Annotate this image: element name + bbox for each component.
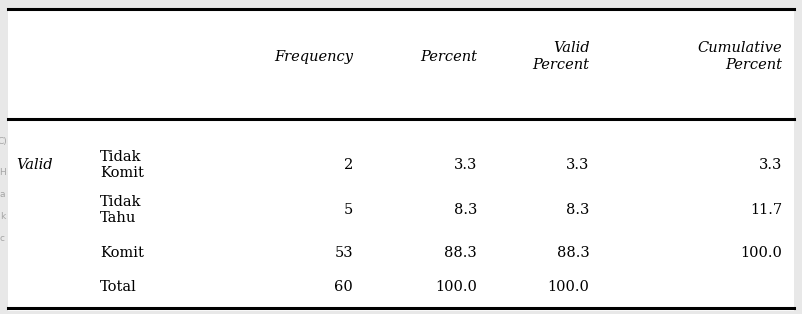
Text: Total: Total	[100, 280, 137, 294]
Text: 100.0: 100.0	[435, 280, 477, 294]
Text: Tidak
Tahu: Tidak Tahu	[100, 195, 142, 225]
Text: 8.3: 8.3	[566, 203, 589, 217]
Text: Frequency: Frequency	[273, 50, 353, 63]
Text: 100.0: 100.0	[548, 280, 589, 294]
Text: Valid: Valid	[16, 158, 53, 172]
Text: c: c	[0, 234, 5, 243]
Text: Tidak
Komit: Tidak Komit	[100, 150, 144, 180]
Text: 3.3: 3.3	[454, 158, 477, 172]
Text: H: H	[0, 168, 6, 177]
Text: 8.3: 8.3	[454, 203, 477, 217]
Text: 3.3: 3.3	[566, 158, 589, 172]
Text: 88.3: 88.3	[444, 246, 477, 260]
FancyBboxPatch shape	[8, 9, 794, 311]
Text: 5: 5	[343, 203, 353, 217]
Text: a: a	[0, 190, 5, 199]
Text: Cumulative
Percent: Cumulative Percent	[697, 41, 782, 72]
Text: 88.3: 88.3	[557, 246, 589, 260]
Text: k: k	[0, 212, 5, 221]
Text: 3.3: 3.3	[759, 158, 782, 172]
Text: 2: 2	[343, 158, 353, 172]
Text: 11.7: 11.7	[750, 203, 782, 217]
Text: 53: 53	[334, 246, 353, 260]
Text: 100.0: 100.0	[740, 246, 782, 260]
Text: Percent: Percent	[420, 50, 477, 63]
Text: Komit: Komit	[100, 246, 144, 260]
Text: 60: 60	[334, 280, 353, 294]
Text: Valid
Percent: Valid Percent	[533, 41, 589, 72]
Text: C): C)	[0, 137, 7, 146]
